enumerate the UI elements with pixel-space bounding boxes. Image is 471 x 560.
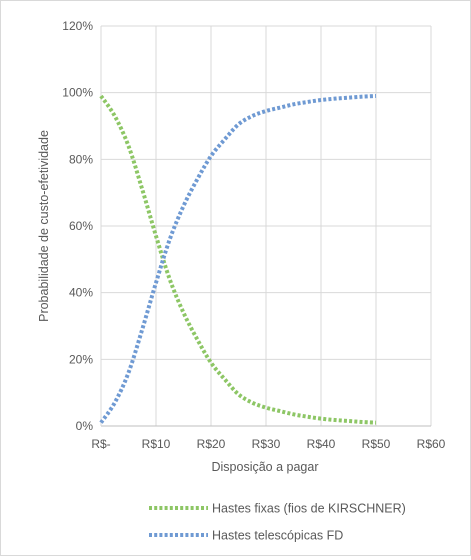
- series-line-1: [99, 94, 377, 425]
- x-axis-title: Disposição a pagar: [211, 460, 318, 474]
- x-tick-label: R$30: [252, 437, 281, 451]
- y-tick-label: 120%: [62, 19, 93, 33]
- y-tick-label: 80%: [69, 152, 93, 166]
- x-tick-label: R$-: [91, 437, 110, 451]
- x-tick-label: R$40: [307, 437, 336, 451]
- series-lines: [99, 94, 377, 425]
- y-tick-label: 0%: [76, 419, 94, 433]
- series-line-2: [99, 94, 377, 424]
- gridlines: [101, 25, 432, 426]
- y-tick-labels: 0% 20% 40% 60% 80% 100% 120%: [62, 19, 93, 433]
- x-tick-labels: R$- R$10 R$20 R$30 R$40 R$50 R$60: [91, 437, 445, 451]
- x-tick-label: R$10: [142, 437, 171, 451]
- x-tick-label: R$20: [197, 437, 226, 451]
- y-tick-label: 100%: [62, 86, 93, 100]
- y-tick-label: 40%: [69, 286, 93, 300]
- legend: Hastes fixas (fios de KIRSCHNER) Hastes t…: [149, 502, 406, 543]
- legend-label-2: Hastes telescópicas FD: [212, 529, 343, 543]
- legend-label-1: Hastes fixas (fios de KIRSCHNER): [212, 502, 406, 516]
- y-axis-title: Probabilidade de custo-efetividade: [37, 130, 51, 322]
- y-tick-label: 20%: [69, 352, 93, 366]
- axes: [100, 26, 431, 427]
- x-tick-label: R$60: [417, 437, 446, 451]
- y-tick-label: 60%: [69, 219, 93, 233]
- x-tick-label: R$50: [362, 437, 391, 451]
